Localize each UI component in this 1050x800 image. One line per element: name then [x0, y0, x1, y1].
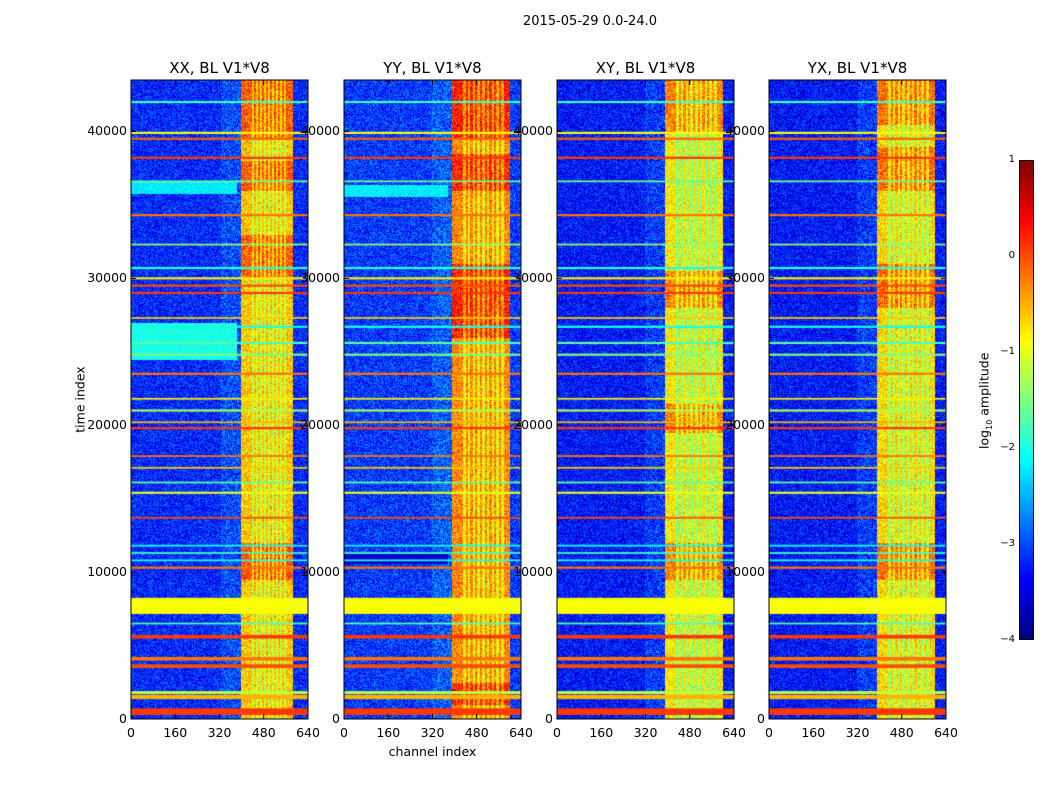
y-tick-label: 20000 [725, 417, 765, 433]
heatmap-image [344, 80, 521, 719]
colorbar-label-sub: 10 [984, 419, 994, 430]
y-tick-label: 0 [757, 711, 765, 726]
colorbar-tick-label: 1 [1008, 154, 1015, 165]
y-tick-label: 10000 [87, 564, 127, 580]
y-tick-label: 40000 [513, 123, 553, 139]
figure-title: 2015-05-29 0.0-24.0 [523, 14, 657, 29]
x-tick-label: 0 [765, 725, 773, 740]
x-tick-label: 0 [127, 725, 135, 740]
y-tick-label: 40000 [725, 123, 765, 139]
x-tick-label: 160 [376, 725, 401, 740]
y-tick-label: 0 [545, 711, 553, 726]
heatmap-image [557, 80, 734, 719]
x-tick-label: 160 [801, 725, 826, 740]
x-tick-label: 480 [677, 725, 702, 740]
x-tick-label: 480 [889, 725, 914, 740]
x-tick-label: 320 [845, 725, 870, 740]
colorbar [1019, 160, 1034, 640]
colorbar-tick-label: −2 [1000, 442, 1015, 453]
panel-title: XY, BL V1*V8 [595, 59, 696, 77]
x-tick-label: 320 [633, 725, 658, 740]
y-tick-label: 40000 [300, 123, 340, 139]
x-tick-label: 640 [934, 725, 958, 740]
y-tick-label: 0 [332, 711, 340, 726]
axes-frame [768, 79, 947, 720]
colorbar-label-main: log [976, 429, 992, 449]
panel-title: YX, BL V1*V8 [807, 59, 908, 77]
y-tick-label: 0 [119, 711, 127, 726]
colorbar-tick-label: −1 [1000, 346, 1015, 357]
heatmap-image [131, 80, 308, 719]
colorbar-label: log10 amplitude [976, 346, 994, 456]
colorbar-tick-label: 0 [1008, 250, 1015, 261]
colorbar-tick-label: −3 [1000, 538, 1015, 549]
x-tick-label: 0 [340, 725, 348, 740]
y-tick-label: 30000 [725, 270, 765, 286]
y-axis-label: time index [72, 366, 88, 433]
x-tick-label: 480 [251, 725, 276, 740]
heatmap-image [769, 80, 946, 719]
y-tick-label: 30000 [87, 270, 127, 286]
colorbar-tick-label: −4 [1000, 634, 1015, 645]
x-tick-label: 640 [509, 725, 533, 740]
y-tick-label: 30000 [300, 270, 340, 286]
x-tick-label: 160 [163, 725, 188, 740]
colorbar-label-rest: amplitude [976, 352, 992, 420]
y-tick-label: 30000 [513, 270, 553, 286]
panel-title: YY, BL V1*V8 [383, 59, 482, 77]
x-tick-label: 640 [722, 725, 746, 740]
panel-title: XX, BL V1*V8 [169, 59, 270, 77]
x-tick-label: 160 [589, 725, 614, 740]
x-tick-label: 480 [464, 725, 489, 740]
y-tick-label: 20000 [513, 417, 553, 433]
y-tick-label: 40000 [87, 123, 127, 139]
y-tick-label: 10000 [725, 564, 765, 580]
y-tick-label: 10000 [300, 564, 340, 580]
y-tick-label: 20000 [87, 417, 127, 433]
y-tick-label: 20000 [300, 417, 340, 433]
y-tick-label: 10000 [513, 564, 553, 580]
x-tick-label: 640 [296, 725, 320, 740]
x-tick-label: 320 [420, 725, 445, 740]
x-tick-label: 320 [207, 725, 232, 740]
x-tick-label: 0 [553, 725, 561, 740]
x-axis-label: channel index [388, 744, 477, 759]
